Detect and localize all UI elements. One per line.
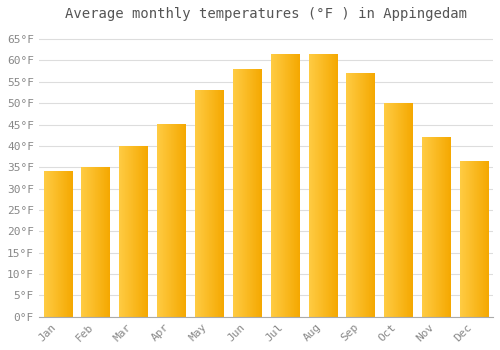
Title: Average monthly temperatures (°F ) in Appingedam: Average monthly temperatures (°F ) in Ap… bbox=[65, 7, 467, 21]
